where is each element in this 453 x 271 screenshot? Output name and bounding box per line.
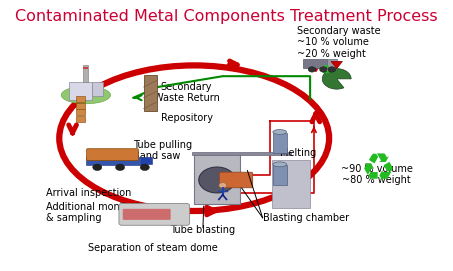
Text: Additional monitoring
& sampling: Additional monitoring & sampling xyxy=(46,202,151,223)
Circle shape xyxy=(320,67,327,72)
Bar xyxy=(76,116,85,122)
Text: ♻: ♻ xyxy=(320,63,331,76)
Bar xyxy=(273,165,287,185)
Wedge shape xyxy=(322,69,351,89)
FancyBboxPatch shape xyxy=(119,204,190,225)
Text: Repository: Repository xyxy=(161,113,213,123)
Text: Blasting chamber: Blasting chamber xyxy=(263,213,349,223)
Text: ~90 % volume
~80 % weight: ~90 % volume ~80 % weight xyxy=(341,164,413,185)
Circle shape xyxy=(93,164,102,170)
FancyBboxPatch shape xyxy=(141,157,152,164)
Circle shape xyxy=(219,183,226,188)
Bar xyxy=(272,160,310,208)
Text: Tube pulling
Band saw: Tube pulling Band saw xyxy=(133,140,193,161)
Bar xyxy=(144,75,157,111)
Text: Contaminated Metal Components Treatment Process: Contaminated Metal Components Treatment … xyxy=(15,9,438,24)
Polygon shape xyxy=(331,61,342,69)
Ellipse shape xyxy=(61,86,111,104)
Text: Separation of steam dome: Separation of steam dome xyxy=(87,243,217,253)
Bar xyxy=(69,82,92,101)
FancyBboxPatch shape xyxy=(87,149,138,161)
Text: ♻: ♻ xyxy=(361,151,396,189)
Text: Arrival inspection: Arrival inspection xyxy=(46,188,131,198)
Bar xyxy=(76,109,85,115)
Bar xyxy=(76,96,85,102)
Bar xyxy=(192,152,291,155)
Text: Tube blasting: Tube blasting xyxy=(170,225,236,235)
FancyBboxPatch shape xyxy=(123,209,171,220)
Circle shape xyxy=(308,67,316,72)
Bar xyxy=(83,67,88,69)
FancyBboxPatch shape xyxy=(219,172,253,188)
Circle shape xyxy=(116,164,125,170)
Bar xyxy=(76,103,85,109)
Bar xyxy=(86,157,143,165)
Bar xyxy=(273,133,287,153)
Text: Secondary waste
~10 % volume
~20 % weight: Secondary waste ~10 % volume ~20 % weigh… xyxy=(297,26,381,59)
Circle shape xyxy=(328,67,336,72)
Bar xyxy=(303,59,327,68)
Bar xyxy=(83,65,88,82)
Text: Melting: Melting xyxy=(280,148,316,158)
Ellipse shape xyxy=(273,162,287,167)
Circle shape xyxy=(199,167,235,193)
Ellipse shape xyxy=(273,130,287,134)
Bar xyxy=(327,59,337,67)
Bar xyxy=(92,82,103,96)
Text: Secondary
Waste Return: Secondary Waste Return xyxy=(154,82,220,103)
Circle shape xyxy=(140,164,149,170)
Bar xyxy=(194,154,240,204)
